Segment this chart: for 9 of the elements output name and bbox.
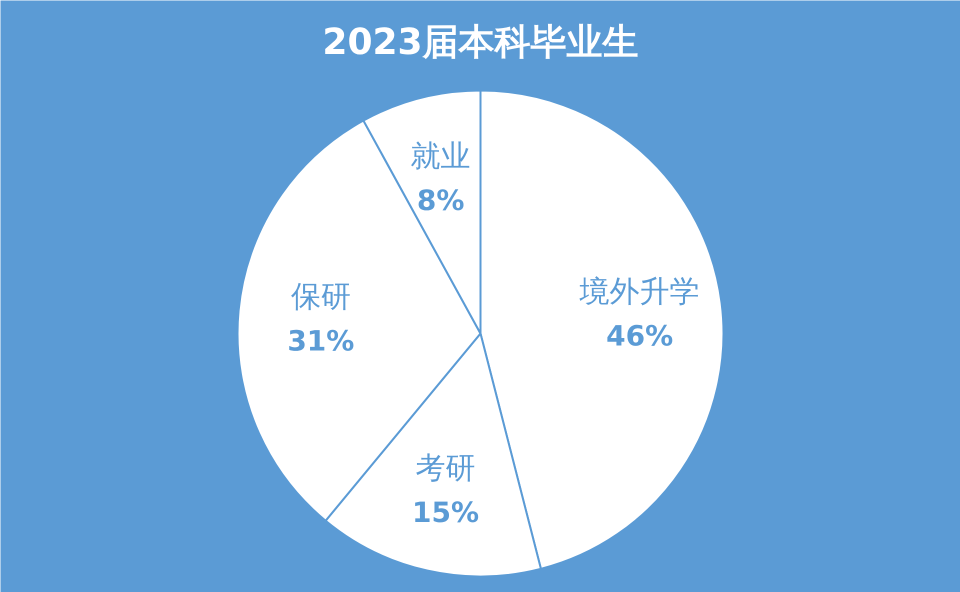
slice-label: 保研: [290, 279, 351, 314]
data-label: 8%: [416, 184, 464, 218]
slice-label: 考研: [416, 451, 476, 486]
slice-label: 就业: [410, 139, 471, 174]
data-label: 31%: [287, 324, 354, 358]
data-label: 15%: [412, 496, 480, 530]
data-label: 46%: [606, 319, 674, 352]
slice-label: 境外升学: [578, 274, 700, 310]
chart-title: 2023届本科毕业生: [322, 22, 639, 63]
